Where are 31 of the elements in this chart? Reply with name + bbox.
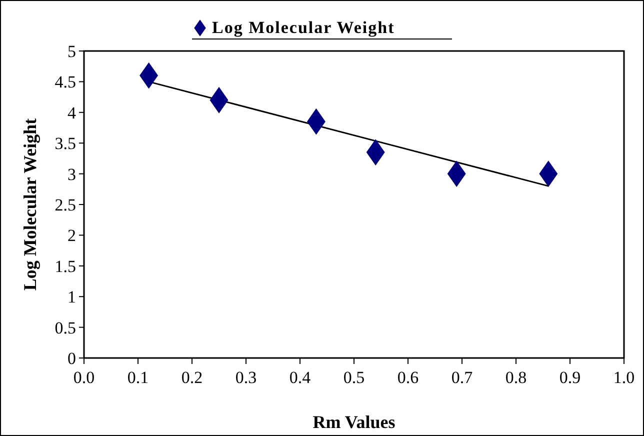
y-tick-label: 5	[68, 42, 76, 61]
y-tick-label: 3.5	[54, 134, 76, 154]
x-tick-label: 0.9	[559, 368, 581, 387]
y-tick-label: 0	[68, 348, 76, 368]
x-tick-label: 0.7	[451, 368, 474, 387]
y-tick-label: 1.5	[54, 256, 76, 276]
point	[447, 160, 466, 187]
x-axis-title: Rm Values	[312, 412, 396, 432]
x-tick-label: 0.4	[289, 368, 312, 387]
y-tick-label: 4.5	[54, 72, 76, 92]
y-axis-title: Log Molecular Weight	[20, 118, 40, 291]
x-tick-label: 0.5	[343, 368, 365, 387]
y-tick-label: 2	[68, 226, 76, 246]
x-tick-label: 1.0	[613, 368, 635, 387]
y-tick-label: 1	[68, 288, 76, 307]
point	[306, 108, 326, 135]
x-tick-label: 0.6	[397, 368, 419, 387]
y-tick-label: 2.5	[54, 195, 76, 214]
y-tick-label: 3	[68, 164, 76, 184]
point	[366, 139, 385, 166]
point	[210, 86, 228, 114]
x-tick-label: 0.8	[505, 368, 527, 387]
x-tick-label: 0.0	[73, 368, 95, 387]
legend-label: Log Molecular Weight	[212, 18, 395, 37]
y-tick-label: 0.5	[54, 318, 76, 338]
y-tick-label: 4	[68, 103, 76, 122]
x-tick-label: 0.1	[127, 368, 149, 387]
point	[140, 62, 158, 89]
point	[539, 160, 558, 187]
x-tick-label: 0.3	[235, 368, 257, 387]
x-tick-label: 0.2	[181, 368, 203, 387]
